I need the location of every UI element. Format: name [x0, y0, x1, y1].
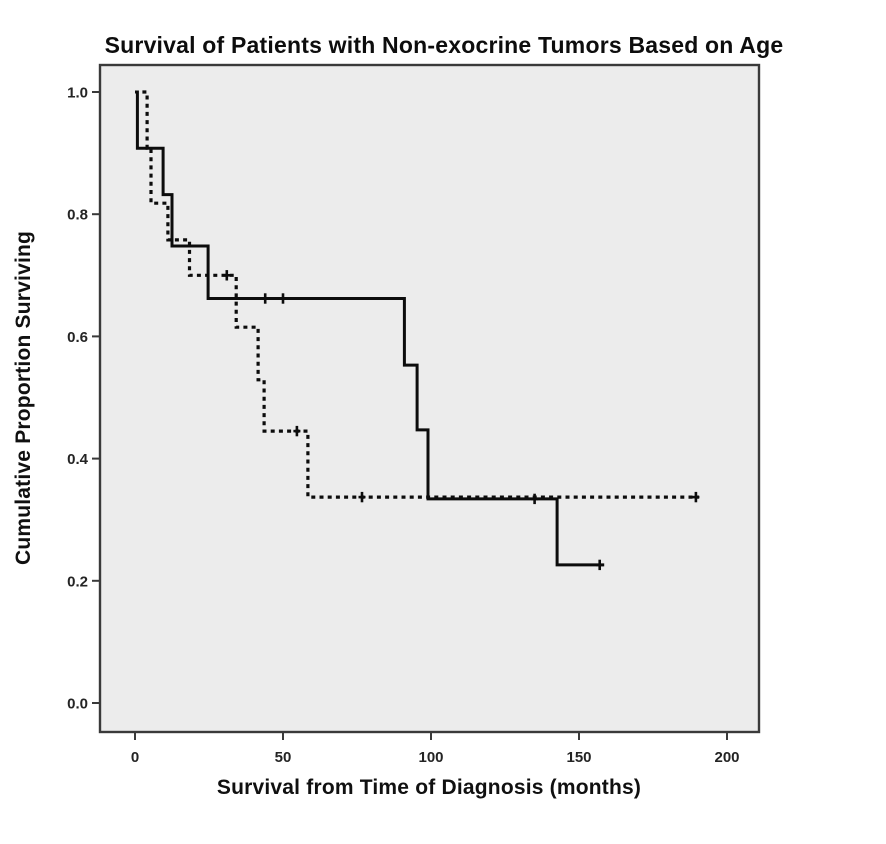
censor-marks-dashed — [223, 270, 700, 503]
solid-survival-curve — [135, 90, 605, 567]
y-tick-label: 0.6 — [67, 329, 88, 346]
series-curves — [135, 90, 700, 571]
x-tick-label: 150 — [566, 749, 591, 766]
x-tick-label: 100 — [418, 749, 443, 766]
x-tick-label: 50 — [275, 749, 292, 766]
y-tick-label: 0.0 — [67, 696, 88, 713]
y-tick-label: 0.4 — [67, 451, 89, 468]
x-tick-label: 200 — [714, 749, 739, 766]
y-tick-label: 0.8 — [67, 207, 88, 224]
y-tick-label: 0.2 — [67, 573, 88, 590]
x-tick-label: 0 — [131, 749, 139, 766]
axis-ticks: 0 50 100 150 200 1.0 0.8 0.6 0.4 0.2 0.0 — [67, 85, 739, 767]
y-tick-label: 1.0 — [67, 85, 88, 102]
censor-marks-solid — [261, 293, 604, 571]
plot-area — [98, 63, 761, 734]
x-axis-label: Survival from Time of Diagnosis (months) — [217, 776, 641, 799]
chart-title: Survival of Patients with Non-exocrine T… — [105, 32, 784, 58]
y-axis-label: Cumulative Proportion Surviving — [12, 231, 35, 565]
dashed-survival-curve — [142, 90, 699, 499]
